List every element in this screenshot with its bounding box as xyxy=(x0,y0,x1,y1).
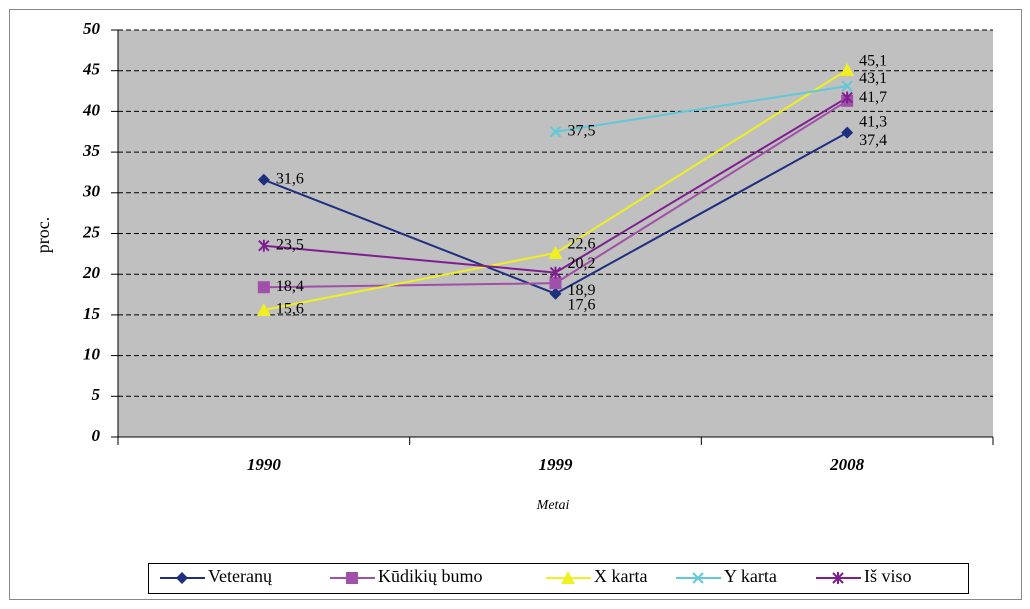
y-tick-label: 20 xyxy=(82,263,101,282)
marker xyxy=(257,173,270,186)
marker xyxy=(840,62,855,76)
data-label: 41,7 xyxy=(859,89,887,106)
data-label: 37,4 xyxy=(859,132,887,149)
data-label: 18,4 xyxy=(276,278,304,295)
marker xyxy=(548,246,563,260)
data-label: 45,1 xyxy=(859,53,887,70)
marker xyxy=(549,266,562,279)
data-label: 41,3 xyxy=(859,113,887,130)
marker xyxy=(561,571,575,584)
marker xyxy=(256,303,271,317)
data-label: 37,5 xyxy=(568,122,596,139)
data-label: 31,6 xyxy=(276,170,304,187)
y-tick-label: 10 xyxy=(83,345,101,364)
y-tick-label: 40 xyxy=(82,100,101,119)
y-tick-label: 45 xyxy=(82,60,101,79)
marker xyxy=(832,572,844,584)
legend-label: Kūdikių bumo xyxy=(378,566,483,586)
y-tick-label: 25 xyxy=(82,222,101,241)
marker xyxy=(176,572,188,584)
data-label: 20,2 xyxy=(568,255,596,272)
marker xyxy=(257,281,270,294)
x-tick-label: 1990 xyxy=(247,455,282,474)
x-tick-label: 2008 xyxy=(829,455,865,474)
marker xyxy=(549,287,562,300)
series-line xyxy=(555,85,848,133)
marker xyxy=(692,572,704,584)
marker xyxy=(841,126,854,139)
marker xyxy=(841,80,853,92)
marker xyxy=(346,572,358,584)
legend-label: Y karta xyxy=(724,566,777,586)
y-tick-label: 0 xyxy=(92,426,101,445)
data-label: 17,6 xyxy=(568,296,596,313)
data-label: 15,6 xyxy=(276,301,304,318)
y-tick-label: 15 xyxy=(83,304,101,323)
legend-label: Veteranų xyxy=(208,566,273,586)
data-label: 43,1 xyxy=(859,70,887,87)
legend-label: Iš viso xyxy=(864,566,912,586)
marker xyxy=(841,91,853,104)
marker xyxy=(549,277,562,290)
y-axis-title: proc. xyxy=(33,217,53,253)
data-label: 22,6 xyxy=(568,236,596,253)
legend-label: X karta xyxy=(594,566,647,586)
y-tick-label: 30 xyxy=(82,182,101,201)
marker xyxy=(258,239,270,252)
data-label: 23,5 xyxy=(276,236,304,253)
marker xyxy=(549,126,562,138)
y-tick-label: 35 xyxy=(82,141,101,160)
y-tick-label: 5 xyxy=(92,385,101,404)
x-tick-label: 1999 xyxy=(539,455,574,474)
data-label: 18,9 xyxy=(568,282,596,299)
y-tick-label: 50 xyxy=(83,19,101,38)
x-axis-title: Metai xyxy=(536,498,570,513)
